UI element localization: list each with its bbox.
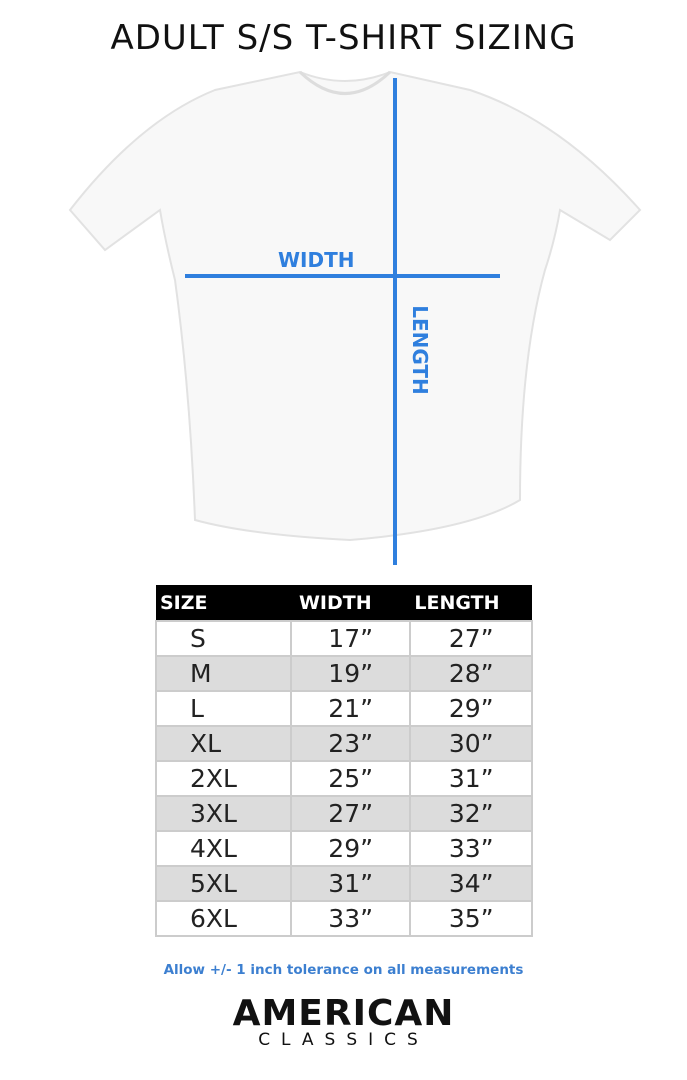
- cell-width: 31”: [289, 865, 412, 902]
- brand-logo-line1: AMERICAN: [232, 993, 455, 1034]
- table-row: L 21” 29”: [155, 690, 533, 727]
- header-width: WIDTH: [290, 585, 411, 621]
- cell-width: 23”: [289, 725, 412, 762]
- cell-length: 34”: [409, 865, 533, 902]
- cell-length: 33”: [409, 830, 533, 867]
- tshirt-shape: [68, 70, 642, 542]
- table-row: 4XL 29” 33”: [155, 830, 533, 867]
- length-label: LENGTH: [408, 305, 432, 395]
- cell-width: 29”: [289, 830, 412, 867]
- cell-size: 6XL: [155, 900, 292, 937]
- cell-size: 4XL: [155, 830, 292, 867]
- cell-size: 2XL: [155, 760, 292, 797]
- cell-width: 25”: [289, 760, 412, 797]
- cell-length: 32”: [409, 795, 533, 832]
- cell-width: 33”: [289, 900, 412, 937]
- cell-width: 19”: [289, 655, 412, 692]
- table-row: M 19” 28”: [155, 655, 533, 692]
- table-row: 2XL 25” 31”: [155, 760, 533, 797]
- brand-logo-line2: CLASSICS: [258, 1030, 429, 1050]
- table-row: 5XL 31” 34”: [155, 865, 533, 902]
- cell-width: 17”: [289, 620, 412, 657]
- cell-length: 28”: [409, 655, 533, 692]
- table-header: SIZE WIDTH LENGTH: [156, 585, 532, 621]
- cell-length: 35”: [409, 900, 533, 937]
- cell-size: 5XL: [155, 865, 292, 902]
- cell-length: 31”: [409, 760, 533, 797]
- cell-size: XL: [155, 725, 292, 762]
- cell-length: 30”: [409, 725, 533, 762]
- table-row: XL 23” 30”: [155, 725, 533, 762]
- table-row: 6XL 33” 35”: [155, 900, 533, 937]
- page-title: ADULT S/S T-SHIRT SIZING: [110, 18, 577, 58]
- table-row: 3XL 27” 32”: [155, 795, 533, 832]
- tshirt-diagram: [68, 70, 642, 565]
- cell-width: 21”: [289, 690, 412, 727]
- cell-size: S: [155, 620, 292, 657]
- cell-length: 27”: [409, 620, 533, 657]
- table-row: S 17” 27”: [155, 620, 533, 657]
- cell-size: M: [155, 655, 292, 692]
- cell-length: 29”: [409, 690, 533, 727]
- cell-size: L: [155, 690, 292, 727]
- tolerance-note: Allow +/- 1 inch tolerance on all measur…: [163, 962, 524, 978]
- header-length: LENGTH: [410, 585, 532, 621]
- size-table: SIZE WIDTH LENGTH S 17” 27” M 19” 28” L 21” 29” X…: [155, 585, 533, 937]
- width-label: WIDTH: [278, 248, 355, 272]
- cell-size: 3XL: [155, 795, 292, 832]
- header-size: SIZE: [156, 585, 291, 621]
- cell-width: 27”: [289, 795, 412, 832]
